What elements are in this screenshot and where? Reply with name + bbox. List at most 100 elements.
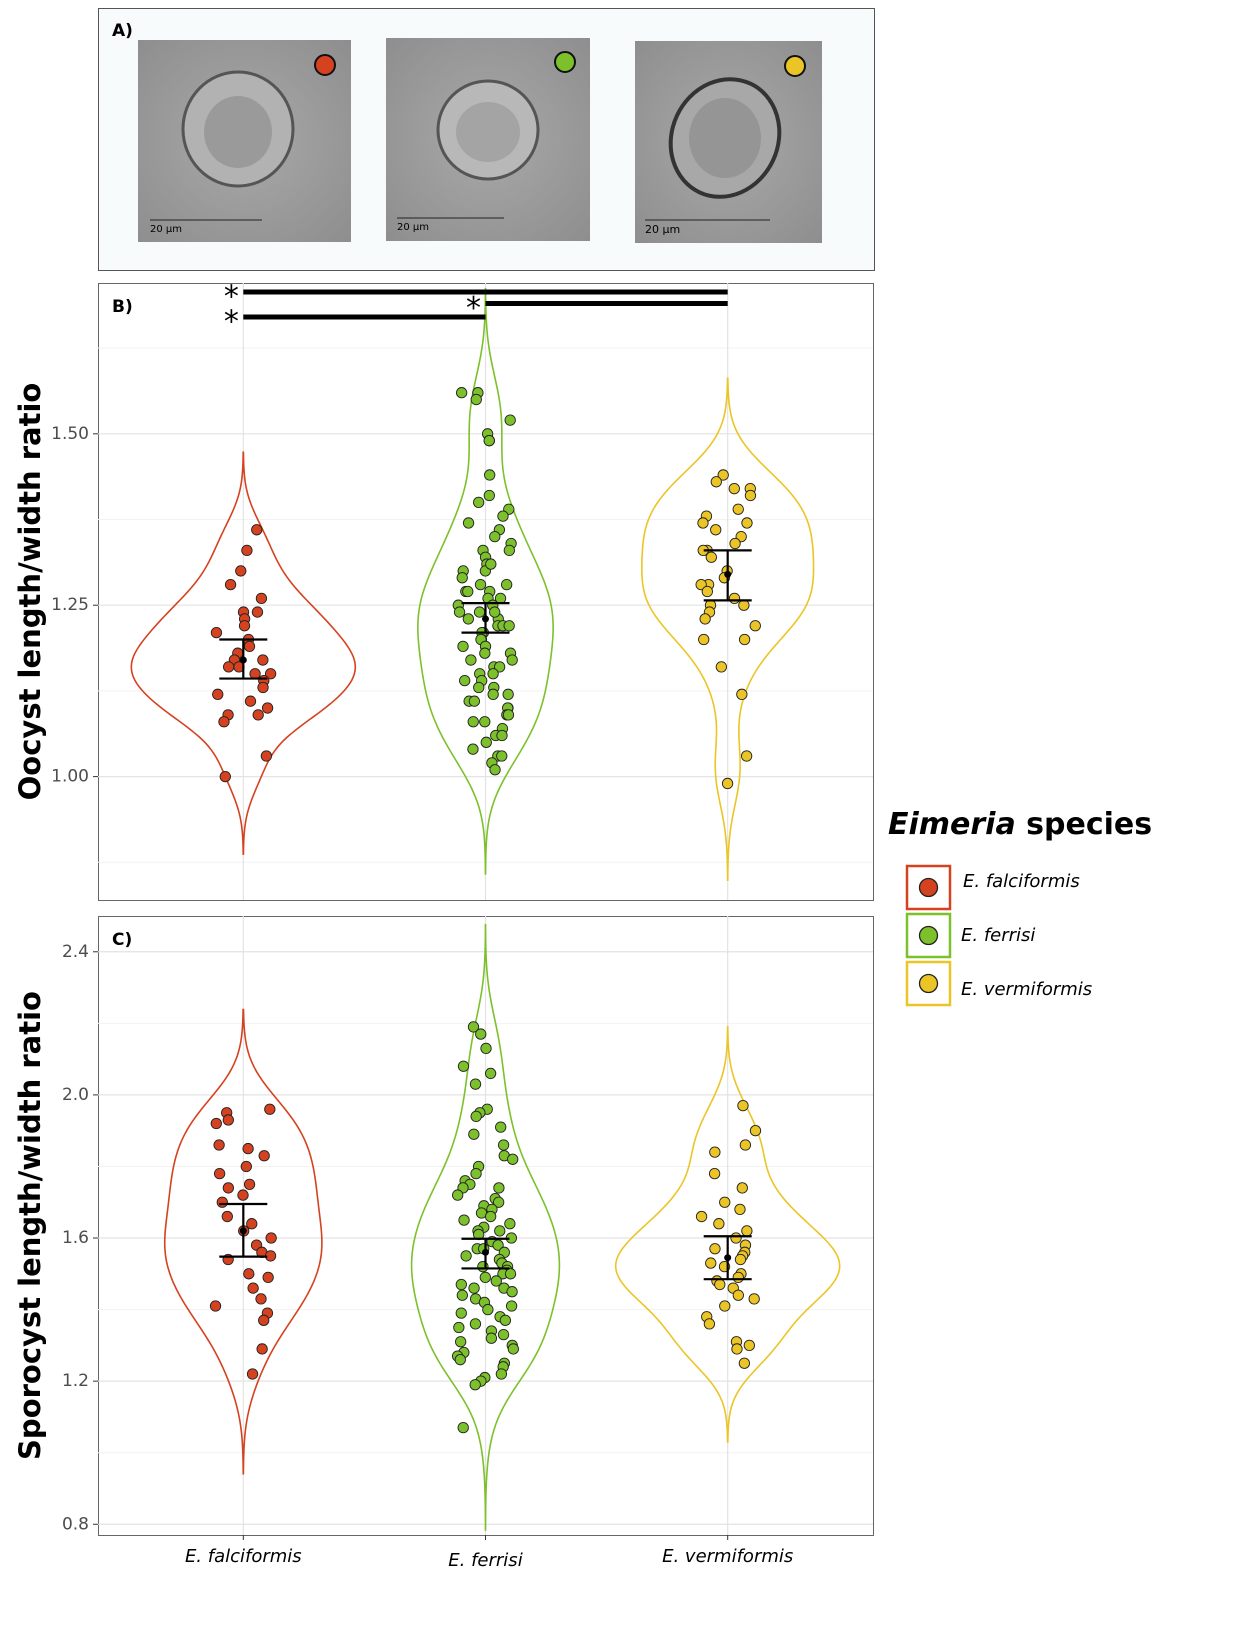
data-point [738, 599, 750, 611]
data-point [264, 1103, 276, 1115]
data-point [251, 524, 263, 536]
violin [130, 451, 357, 855]
data-point [452, 1189, 464, 1201]
y-axis-title: Oocyst length/width ratio [13, 383, 47, 801]
data-point [489, 606, 501, 618]
data-point [485, 1332, 498, 1344]
violin [163, 1008, 323, 1475]
data-point [474, 578, 487, 591]
data-point [222, 1182, 234, 1194]
data-point [257, 654, 269, 666]
data-point [492, 1239, 504, 1251]
scale-label: 20 µm [150, 224, 182, 235]
data-point [258, 1314, 270, 1326]
data-point [732, 503, 744, 515]
legend-dot [918, 877, 939, 898]
legend-dot [918, 925, 939, 946]
data-point [502, 688, 514, 700]
data-point [255, 1293, 267, 1305]
data-point [453, 606, 466, 618]
data-point [505, 1300, 518, 1312]
data-point [506, 1286, 518, 1298]
data-point [485, 1210, 497, 1223]
y-axis-title: Sporocyst length/width ratio [13, 991, 47, 1460]
data-point [242, 1142, 254, 1155]
sporocysts [456, 102, 520, 162]
scale-label: 20 µm [645, 223, 680, 236]
data-point [212, 688, 224, 700]
data-point [699, 613, 711, 625]
legend-dot [918, 973, 939, 994]
data-point [487, 668, 499, 680]
data-point [503, 620, 515, 632]
data-point [736, 688, 748, 700]
panel-a: A) 20 µm 20 µm 20 µm [98, 8, 875, 271]
data-point [468, 1128, 480, 1140]
significance-label: * [466, 291, 481, 326]
data-point [480, 736, 492, 748]
data-point [506, 654, 518, 666]
data-point [730, 1232, 742, 1244]
violin [614, 1026, 841, 1443]
x-tick-label: E. vermiformis [662, 1546, 793, 1567]
x-tick-label: E. ferrisi [448, 1550, 522, 1571]
panel-label: C) [112, 930, 132, 950]
data-point [490, 1275, 502, 1287]
data-point [465, 654, 477, 666]
data-point [455, 1278, 467, 1291]
data-point [237, 1189, 249, 1201]
data-point [265, 1232, 277, 1244]
data-point [495, 1121, 507, 1133]
data-point [484, 469, 496, 481]
data-point [246, 1218, 258, 1230]
data-point [504, 414, 516, 426]
data-point [469, 1078, 482, 1090]
data-point [739, 1139, 752, 1151]
plot-panel: 0.8 1.2 1.6 2.0 2.4 C) Sporocyst length/width … [13, 916, 874, 1571]
data-point [470, 1167, 482, 1180]
data-point [738, 633, 751, 646]
data-point [502, 709, 515, 721]
data-point [243, 640, 256, 652]
legend-title: Eimeria species [888, 807, 1152, 842]
data-point [703, 1318, 716, 1330]
data-point [256, 1343, 268, 1355]
mean-point [724, 1254, 732, 1262]
data-point [734, 1253, 747, 1266]
data-point [467, 743, 479, 755]
data-point [238, 620, 251, 632]
data-point [485, 558, 497, 570]
data-point [462, 517, 475, 529]
data-point [470, 393, 482, 406]
data-point [473, 606, 486, 618]
data-point [459, 674, 471, 687]
data-point [454, 1354, 466, 1366]
data-point [734, 1203, 746, 1216]
data-point [719, 1196, 731, 1208]
species-dot [314, 54, 336, 76]
data-point [216, 1196, 228, 1208]
y-tick-label: 2.4 [62, 942, 89, 962]
data-point [252, 709, 264, 721]
data-point [469, 1379, 481, 1391]
data-point [698, 633, 710, 646]
significance-label: * [224, 305, 239, 340]
data-point [247, 1282, 259, 1294]
data-point [748, 1293, 760, 1305]
data-point [469, 1318, 482, 1330]
data-point [457, 1422, 469, 1434]
violin [417, 287, 554, 875]
data-point [737, 1099, 749, 1112]
data-point [210, 626, 223, 639]
data-point [717, 469, 729, 481]
data-point [493, 1196, 505, 1208]
data-point [710, 476, 722, 488]
data-point [740, 750, 753, 762]
panel-label: A) [112, 21, 133, 41]
data-point [701, 585, 713, 598]
data-point [496, 729, 508, 742]
data-point [489, 764, 501, 776]
data-point [708, 1167, 721, 1180]
data-point [749, 620, 761, 632]
data-point [258, 1150, 270, 1162]
